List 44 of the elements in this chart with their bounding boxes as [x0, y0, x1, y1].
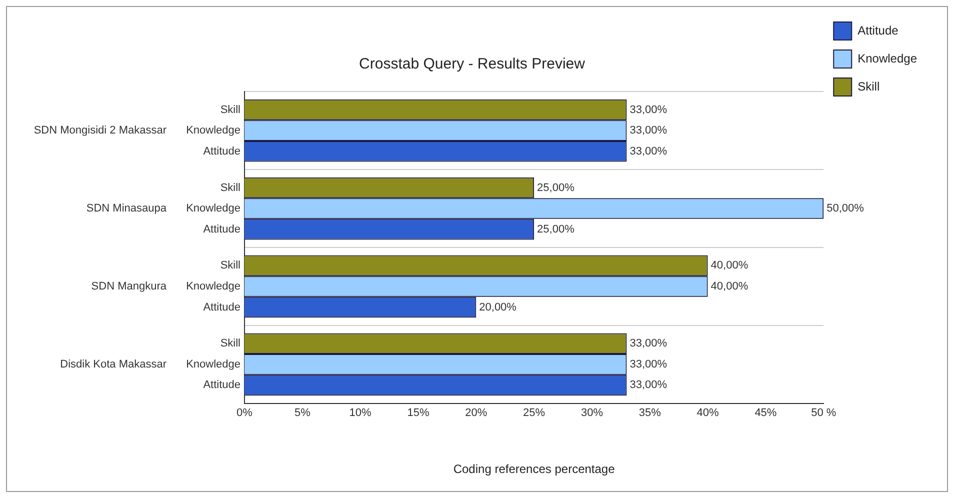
x-tick-label: 25%	[523, 407, 546, 420]
text: Knowledge	[186, 202, 240, 215]
x-axis-title: Coding references percentage	[453, 462, 616, 476]
x-tick-label: 45%	[754, 407, 777, 420]
text: Knowledge	[186, 280, 240, 293]
text: Knowledge	[186, 358, 240, 370]
text: Attitude	[203, 379, 240, 392]
data-label: 20,00%	[479, 301, 517, 314]
chart-title: Crosstab Query - Results Preview	[359, 56, 586, 73]
legend-label: Skill	[858, 79, 880, 94]
legend-label: Attitude	[858, 23, 899, 38]
x-tick-label: 0%	[236, 407, 253, 420]
x-tick-label: 20%	[465, 407, 488, 420]
y-tick-label: SDN Minasaupa	[86, 202, 168, 215]
x-tick-label: 40%	[696, 407, 720, 420]
text: Attitude	[203, 223, 240, 236]
x-tick-label: 30%	[580, 407, 604, 420]
data-label: 50,00%	[826, 202, 864, 215]
x-tick-label: 15%	[407, 407, 430, 420]
data-label: 25,00%	[537, 182, 575, 194]
data-label: 33,00%	[630, 358, 668, 370]
data-label: 33,00%	[630, 379, 668, 392]
text: Attitude	[203, 145, 240, 158]
text: Skill	[220, 182, 240, 194]
data-label: 25,00%	[537, 223, 575, 236]
text: Skill	[220, 260, 240, 272]
data-label: 40,00%	[710, 260, 748, 272]
x-tick-label: 50 %	[811, 407, 836, 420]
x-tick-label: 10%	[349, 407, 372, 420]
text: Attitude	[203, 301, 240, 314]
data-label: 33,00%	[630, 338, 668, 350]
y-tick-label: SDN Mongisidi 2 Makassar	[34, 124, 167, 137]
x-tick-label: 5%	[294, 407, 311, 420]
data-label: 33,00%	[630, 145, 668, 158]
text: Skill	[220, 104, 240, 116]
data-label: 33,00%	[630, 124, 668, 137]
x-tick-label: 35%	[638, 407, 662, 420]
data-label: 33,00%	[630, 104, 668, 116]
text: Skill	[220, 338, 240, 350]
data-label: 40,00%	[710, 280, 748, 293]
text: Knowledge	[186, 124, 240, 137]
y-tick-label: Disdik Kota Makassar	[60, 358, 167, 370]
y-tick-label: SDN Mangkura	[91, 280, 168, 293]
legend-label: Knowledge	[858, 51, 918, 66]
